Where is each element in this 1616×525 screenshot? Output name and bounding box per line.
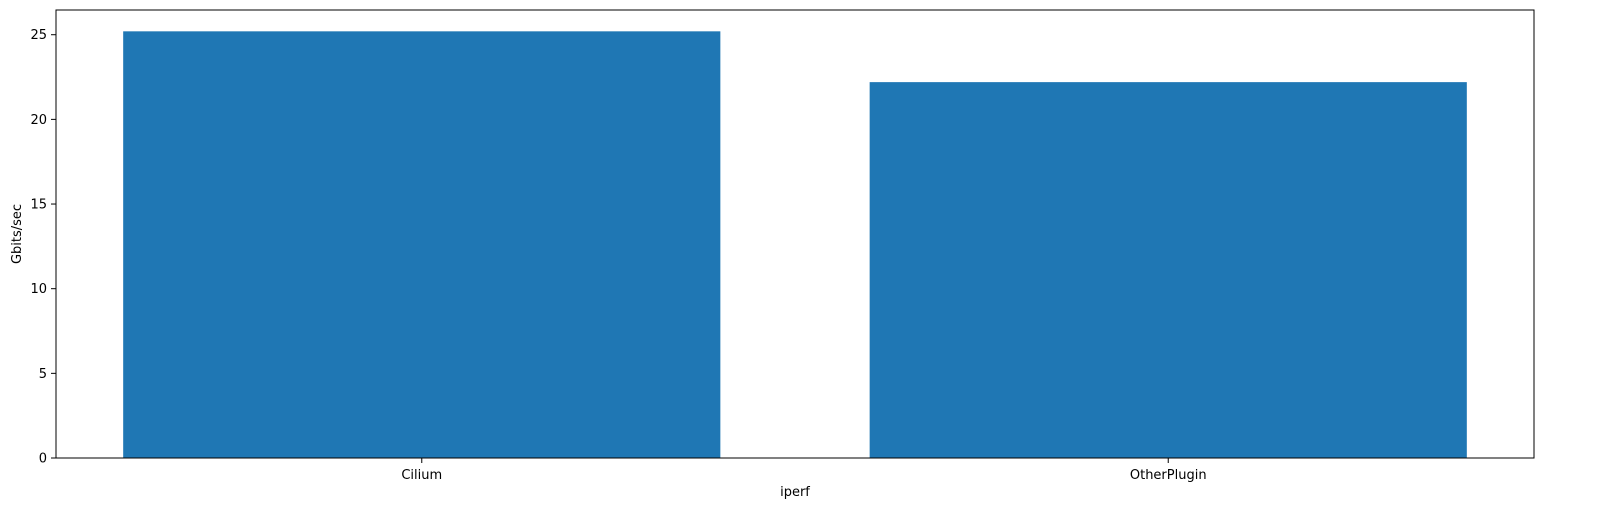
y-tick-label: 10 [30, 282, 47, 297]
y-tick-label: 0 [39, 452, 47, 467]
bar-cilium [123, 31, 721, 459]
x-tick-label: Cilium [401, 468, 442, 483]
y-tick-label: 20 [30, 113, 47, 128]
y-tick-label: 15 [30, 198, 47, 213]
bar-otherplugin [869, 82, 1467, 458]
x-axis-title: iperf [780, 485, 810, 500]
y-axis-title: Gbits/sec [10, 204, 25, 264]
y-tick-label: 25 [30, 28, 47, 43]
y-tick-label: 5 [39, 367, 47, 382]
y-axis: 0 5 10 15 20 25 [30, 28, 56, 467]
bars-group [123, 31, 1467, 459]
x-axis: Cilium OtherPlugin [401, 458, 1207, 483]
x-tick-label: OtherPlugin [1130, 468, 1207, 483]
plot-frame [55, 9, 1535, 459]
